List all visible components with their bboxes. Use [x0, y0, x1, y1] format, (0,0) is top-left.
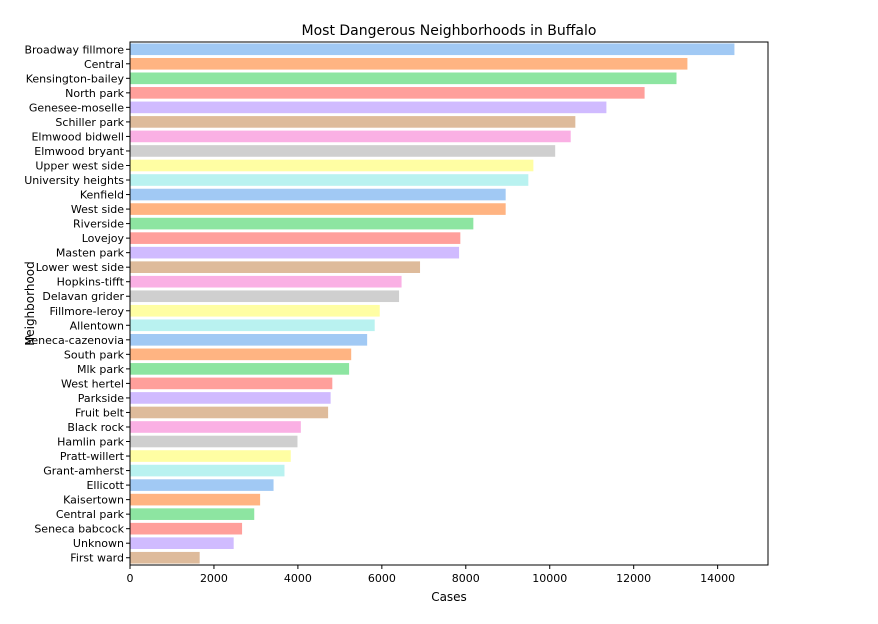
bar-riverside	[130, 217, 474, 230]
y-tick-label: Lovejoy	[82, 232, 125, 245]
chart-title: Most Dangerous Neighborhoods in Buffalo	[302, 23, 597, 39]
bar-seneca-babcock	[130, 522, 243, 535]
bar-elmwood-bidwell	[130, 130, 571, 143]
y-axis-label: Neighborhood	[23, 261, 37, 346]
bar-genesee-moselle	[130, 101, 607, 114]
y-tick-label: Kensington-bailey	[26, 72, 125, 85]
y-tick-label: Seneca babcock	[34, 523, 124, 536]
bar-west-hertel	[130, 377, 333, 390]
bar-upper-west-side	[130, 159, 534, 172]
y-tick-label: Lower west side	[36, 261, 125, 274]
y-tick-label: Central	[84, 58, 124, 71]
x-tick-label: 8000	[452, 572, 480, 585]
y-tick-label: Allentown	[70, 319, 124, 332]
y-tick-label: First ward	[70, 552, 124, 565]
y-tick-label: North park	[65, 87, 125, 100]
x-tick-label: 4000	[284, 572, 312, 585]
bar-west-side	[130, 203, 506, 215]
y-tick-label: Fillmore-leroy	[49, 305, 124, 318]
y-tick-label: Ellicott	[86, 479, 124, 492]
bar-lovejoy	[130, 232, 461, 244]
y-tick-label: University heights	[24, 174, 124, 187]
x-tick-label: 2000	[200, 572, 228, 585]
y-tick-label: South park	[64, 348, 125, 361]
bar-fruit-belt	[130, 406, 329, 419]
bar-kenfield	[130, 188, 506, 201]
bar-schiller-park	[130, 116, 576, 128]
y-tick-label: Schiller park	[55, 116, 124, 129]
bar-central	[130, 57, 688, 70]
y-tick-label: Kaisertown	[63, 494, 124, 507]
x-tick-label: 14000	[700, 572, 735, 585]
bar-parkside	[130, 392, 331, 404]
y-tick-label: West side	[71, 203, 124, 216]
bar-north-park	[130, 87, 645, 99]
y-tick-label: Unknown	[73, 537, 124, 550]
bars-group	[130, 43, 735, 564]
bar-mlk-park	[130, 363, 350, 375]
bar-unknown	[130, 537, 234, 550]
bar-elmwood-bryant	[130, 145, 556, 157]
y-tick-label: West hertel	[61, 377, 124, 390]
bar-hamlin-park	[130, 435, 298, 448]
bar-broadway-fillmore	[130, 43, 735, 56]
bar-lower-west-side	[130, 261, 421, 273]
bar-central-park	[130, 508, 255, 520]
bar-hopkins-tifft	[130, 275, 402, 288]
bar-grant-amherst	[130, 464, 285, 477]
bar-black-rock	[130, 421, 301, 433]
x-tick-label: 10000	[532, 572, 567, 585]
bar-fillmore-leroy	[130, 304, 380, 317]
y-tick-label: Elmwood bryant	[34, 145, 124, 158]
y-tick-label: Hopkins-tifft	[57, 276, 125, 289]
bar-kaisertown	[130, 493, 261, 506]
bar-masten-park	[130, 246, 460, 259]
y-tick-label: Seneca-cazenovia	[24, 334, 124, 347]
y-tick-label: Upper west side	[35, 159, 124, 172]
y-tick-labels: Broadway fillmore CentralKensington-baile…	[24, 43, 130, 565]
bar-ellicott	[130, 479, 274, 491]
x-tick-label: 12000	[616, 572, 651, 585]
bar-pratt-willert	[130, 450, 291, 462]
bar-first-ward	[130, 551, 200, 564]
y-tick-label: Riverside	[73, 218, 124, 231]
y-tick-label: Broadway fillmore	[24, 43, 124, 56]
y-tick-label: Mlk park	[77, 363, 125, 376]
y-tick-label: Central park	[56, 508, 125, 521]
y-tick-label: Genesee-moselle	[29, 101, 124, 114]
bar-kensington-bailey	[130, 72, 677, 85]
bar-seneca-cazenovia	[130, 334, 368, 346]
y-tick-label: Parkside	[78, 392, 125, 405]
y-tick-label: Hamlin park	[57, 436, 125, 449]
bar-delavan-grider	[130, 290, 400, 303]
x-axis-label: Cases	[431, 590, 467, 604]
bar-allentown	[130, 319, 375, 332]
x-tick-label: 0	[127, 572, 134, 585]
y-tick-label: Black rock	[67, 421, 124, 434]
bar-south-park	[130, 348, 352, 361]
y-tick-label: Elmwood bidwell	[31, 130, 124, 143]
y-tick-label: Fruit belt	[75, 406, 125, 419]
y-tick-label: Pratt-willert	[60, 450, 125, 463]
x-tick-label: 6000	[368, 572, 396, 585]
plot-frame	[129, 41, 769, 566]
y-tick-label: Kenfield	[80, 189, 124, 202]
y-tick-label: Grant-amherst	[43, 465, 124, 478]
bar-university-heights	[130, 174, 529, 186]
x-tick-labels: 0 2000 4000 6000 8000 10000 12000 14000	[127, 565, 735, 585]
y-tick-label: Masten park	[56, 247, 125, 260]
y-tick-label: Delavan grider	[42, 290, 124, 303]
